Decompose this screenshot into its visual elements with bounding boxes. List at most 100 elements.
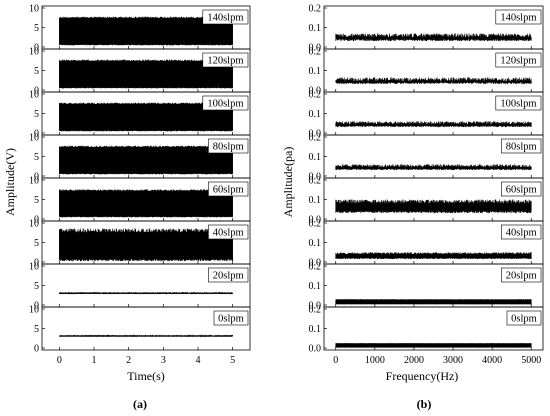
y-tick-label: 5: [34, 324, 39, 335]
y-tick-label: 10: [29, 305, 39, 316]
legend-label-60slpm: 60slpm: [506, 185, 537, 196]
x-tick-label: 2: [126, 355, 131, 366]
x-tick-label: 4000: [482, 355, 502, 366]
series-trace-20slpm: [59, 292, 233, 295]
y-tick-label: 5: [34, 23, 39, 34]
subplot-b-0: 0.0 0.1 0.2 140slpm: [309, 4, 544, 54]
y-tick-label: 5: [34, 109, 39, 120]
y-tick-label: 5: [34, 195, 39, 206]
y-tick-label: 5: [34, 66, 39, 77]
y-tick-label: 10: [29, 4, 39, 15]
y-tick-label: 0: [34, 258, 39, 269]
panel-a-label: (a): [133, 397, 147, 411]
x-tick-label: 0: [57, 355, 62, 366]
legend-box: [501, 138, 542, 154]
subplot-b-1: 0.0 0.1 0.2 120slpm: [309, 47, 544, 97]
legend-box: [501, 267, 542, 283]
legend-box: [495, 52, 542, 68]
y-tick-label: 0.1: [309, 23, 322, 34]
legend-box: [501, 224, 542, 240]
subplot-a-0: 0 5 10 140slpm: [29, 4, 251, 54]
series-trace-60slpm: [59, 189, 233, 218]
legend-label-20slpm: 20slpm: [506, 271, 537, 282]
y-tick-label: 0.1: [309, 195, 322, 206]
x-tick-label: 3: [161, 355, 166, 366]
legend-label-80slpm: 80slpm: [213, 142, 244, 153]
subplot-a-7: 0 5 10 0slpm: [29, 305, 251, 355]
x-tick-label: 0: [333, 355, 338, 366]
series-trace-120slpm: [335, 77, 532, 85]
y-tick-label: 0.1: [309, 66, 322, 77]
subplot-b-7: 0.0 0.1 0.2 0slpm: [309, 305, 544, 355]
y-tick-label: 0.2: [309, 47, 322, 58]
y-tick-label: 0.1: [309, 324, 322, 335]
subplot-a-6: 0 5 10 20slpm: [29, 262, 251, 312]
series-trace-80slpm: [59, 145, 233, 175]
y-tick-label: 0: [34, 172, 39, 183]
series-trace-40slpm: [59, 228, 233, 262]
panel-a-y-axis-label: Amplitude(V): [3, 148, 17, 216]
y-tick-label: 10: [29, 133, 39, 144]
subplot-a-3: 0 5 10 80slpm: [29, 133, 251, 183]
panel-b-y-axis-label: Amplitude(pa): [281, 147, 295, 218]
legend-label-140slpm: 140slpm: [207, 13, 243, 24]
legend-label-0slpm: 0slpm: [218, 314, 244, 325]
series-trace-40slpm: [335, 252, 532, 260]
legend-box: [208, 224, 249, 240]
subplot-b-6: 0.0 0.1 0.2 20slpm: [309, 262, 544, 312]
legend-box: [208, 138, 249, 154]
x-tick-label: 1000: [365, 355, 385, 366]
subplot-a-2: 0 5 10 100slpm: [29, 90, 251, 140]
y-tick-label: 0.0: [309, 301, 322, 312]
panel-b-x-axis-label: Frequency(Hz): [386, 369, 459, 383]
subplot-a-1: 0 5 10 120slpm: [29, 47, 251, 97]
legend-label-40slpm: 40slpm: [213, 228, 244, 239]
y-tick-label: 5: [34, 152, 39, 163]
x-tick-label: 5000: [521, 355, 541, 366]
x-tick-label: 1: [92, 355, 97, 366]
y-tick-label: 0: [34, 344, 39, 355]
series-trace-60slpm: [335, 199, 532, 214]
panel-a-x-axis-label: Time(s): [127, 369, 165, 383]
y-tick-label: 0: [34, 301, 39, 312]
y-tick-label: 0.2: [309, 4, 322, 15]
x-tick-label: 3000: [443, 355, 463, 366]
legend-box: [506, 310, 542, 326]
y-tick-label: 10: [29, 219, 39, 230]
legend-label-80slpm: 80slpm: [506, 142, 537, 153]
legend-label-140slpm: 140slpm: [500, 13, 536, 24]
series-trace-100slpm: [335, 121, 532, 128]
series-trace-80slpm: [335, 164, 532, 171]
subplot-b-2: 0.0 0.1 0.2 100slpm: [309, 90, 544, 140]
y-tick-label: 0.0: [309, 172, 322, 183]
y-tick-label: 0.0: [309, 258, 322, 269]
y-tick-label: 0.0: [309, 344, 322, 355]
panel-b-label: (b): [417, 397, 432, 411]
subplot-a-4: 0 5 10 60slpm: [29, 176, 251, 226]
y-tick-label: 5: [34, 238, 39, 249]
legend-box: [208, 267, 249, 283]
subplot-a-5: 0 5 10 40slpm: [29, 219, 251, 269]
legend-label-0slpm: 0slpm: [511, 314, 537, 325]
y-tick-label: 5: [34, 281, 39, 292]
legend-box: [202, 9, 249, 25]
y-tick-label: 0: [34, 86, 39, 97]
panel-a-x-ticks: 0 1 2 3 4 5: [57, 355, 235, 366]
legend-label-120slpm: 120slpm: [207, 56, 243, 67]
series-trace-20slpm: [335, 299, 532, 305]
y-tick-label: 0.0: [309, 43, 322, 54]
y-tick-label: 0.1: [309, 152, 322, 163]
subplot-b-5: 0.0 0.1 0.2 40slpm: [309, 219, 544, 269]
x-tick-label: 2000: [404, 355, 424, 366]
legend-label-120slpm: 120slpm: [500, 56, 536, 67]
legend-label-60slpm: 60slpm: [213, 185, 244, 196]
y-tick-label: 10: [29, 262, 39, 273]
y-tick-label: 0.1: [309, 109, 322, 120]
y-tick-label: 10: [29, 90, 39, 101]
y-tick-label: 0.2: [309, 90, 322, 101]
y-tick-label: 0.2: [309, 219, 322, 230]
legend-box: [202, 52, 249, 68]
y-tick-label: 0.1: [309, 238, 322, 249]
series-trace-140slpm: [335, 33, 532, 42]
y-tick-label: 0.0: [309, 215, 322, 226]
